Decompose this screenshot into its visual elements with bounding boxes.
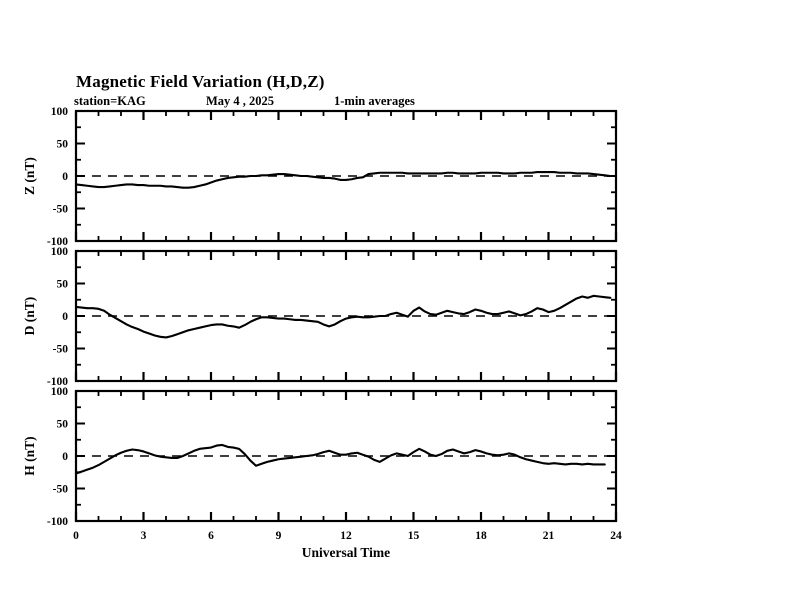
xaxis-title: Universal Time xyxy=(302,545,390,560)
yaxis-title-H: H (nT) xyxy=(22,436,37,475)
xtick-label-9: 9 xyxy=(276,530,282,542)
xtick-label-3: 3 xyxy=(141,530,147,542)
xtick-label-18: 18 xyxy=(475,530,487,542)
ytick-label-Z--50: -50 xyxy=(53,204,69,216)
ytick-label-D--50: -50 xyxy=(53,344,69,356)
xtick-label-0: 0 xyxy=(73,530,79,542)
date-label: May 4 , 2025 xyxy=(206,94,275,108)
ytick-label-H--100: -100 xyxy=(47,516,68,528)
averaging-label: 1-min averages xyxy=(334,94,415,108)
subtitle-row: station=KAG May 4 , 2025 1-min averages xyxy=(74,94,415,109)
xtick-label-6: 6 xyxy=(208,530,214,542)
yaxis-title-D: D (nT) xyxy=(22,297,37,336)
data-trace-Z xyxy=(74,171,612,189)
xtick-label-12: 12 xyxy=(340,530,352,542)
ytick-label-Z--100: -100 xyxy=(47,236,68,248)
ytick-label-D-100: 100 xyxy=(51,246,69,258)
data-trace-H xyxy=(74,443,606,475)
ytick-label-H-50: 50 xyxy=(57,419,69,431)
xtick-label-24: 24 xyxy=(610,530,622,542)
yaxis-title-Z: Z (nT) xyxy=(22,157,37,195)
ytick-label-D-50: 50 xyxy=(57,279,69,291)
ytick-label-Z-0: 0 xyxy=(62,171,68,183)
station-label: station=KAG xyxy=(74,94,146,108)
ytick-label-D--100: -100 xyxy=(47,376,68,388)
ytick-label-H-100: 100 xyxy=(51,386,69,398)
ytick-label-H-0: 0 xyxy=(62,451,68,463)
ytick-label-Z-50: 50 xyxy=(57,139,69,151)
page-title: Magnetic Field Variation (H,D,Z) xyxy=(76,72,325,91)
data-trace-D xyxy=(74,294,612,339)
ytick-label-H--50: -50 xyxy=(53,484,69,496)
xtick-label-21: 21 xyxy=(543,530,555,542)
xtick-label-15: 15 xyxy=(408,530,420,542)
ytick-label-D-0: 0 xyxy=(62,311,68,323)
ytick-label-Z-100: 100 xyxy=(51,106,69,118)
